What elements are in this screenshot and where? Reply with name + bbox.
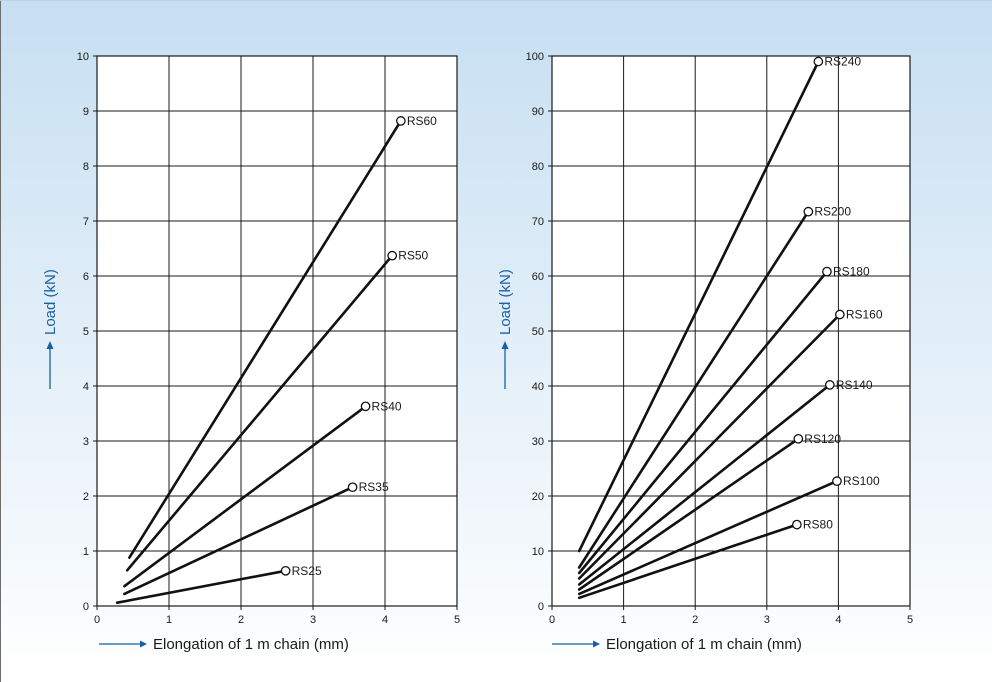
y-tick-label: 20 — [532, 491, 544, 503]
y-axis-title: Load (kN) — [497, 269, 514, 335]
series-label: RS200 — [814, 205, 851, 219]
y-tick-label: 8 — [83, 161, 89, 173]
series-end-marker — [822, 266, 832, 277]
y-tick-label: 1 — [83, 546, 89, 558]
x-tick-label: 4 — [382, 614, 388, 626]
x-tick-label: 4 — [835, 614, 841, 626]
series-line-rs160 — [577, 313, 842, 580]
x-tick-label: 2 — [238, 614, 244, 626]
series-label: RS25 — [292, 564, 322, 578]
x-tick-label: 3 — [310, 614, 316, 626]
series-label: RS100 — [843, 474, 880, 488]
y-tick-label: 10 — [532, 546, 544, 558]
x-axis-arrow-icon — [593, 640, 600, 648]
series-line-rs100 — [577, 479, 839, 596]
x-axis-title: Elongation of 1 m chain (mm) — [153, 636, 349, 653]
chart-2: 0 10 20 30 40 50 60 70 80 90 100 0 1 2 3 4 5 RS80 RS100 RS1… — [497, 51, 913, 653]
y-axis-arrow-icon — [46, 341, 54, 349]
series-end-marker — [792, 519, 802, 530]
y-tick-label: 7 — [83, 216, 89, 228]
y-tick-label: 10 — [77, 51, 89, 63]
y-tick-label: 2 — [83, 491, 89, 503]
series-label: RS160 — [846, 308, 883, 322]
y-tick-label: 5 — [83, 326, 89, 338]
x-tick-label: 5 — [907, 614, 913, 626]
series-label: RS120 — [804, 432, 841, 446]
series-line-rs80 — [577, 523, 799, 600]
x-tick-label: 0 — [94, 614, 100, 626]
page-frame-edge — [0, 1, 1, 682]
y-tick-label: 0 — [538, 601, 544, 613]
series-end-marker — [280, 565, 291, 576]
y-tick-label: 70 — [532, 216, 544, 228]
x-axis-title-group: Elongation of 1 m chain (mm) — [552, 636, 802, 653]
y-tick-label: 100 — [526, 51, 544, 63]
series-label: RS50 — [398, 249, 428, 263]
x-axis-title: Elongation of 1 m chain (mm) — [606, 636, 802, 653]
x-axis-arrow-icon — [140, 640, 147, 648]
series-line-rs25 — [115, 569, 287, 605]
x-tick-label: 0 — [549, 614, 555, 626]
plot-frame — [551, 55, 911, 607]
y-axis-title-group: Load (kN) — [497, 269, 514, 389]
y-axis-title-group: Load (kN) — [42, 269, 59, 389]
series-label: RS60 — [407, 114, 437, 128]
y-tick-label: 0 — [83, 601, 89, 613]
series-label: RS40 — [372, 399, 402, 413]
y-tick-label: 60 — [532, 271, 544, 283]
series-end-marker — [834, 309, 845, 320]
chart-1: 0 1 2 3 4 5 6 7 8 9 10 0 1 2 3 4 5 RS25 RS35 RS40 RS50 RS60 Lo… — [42, 51, 460, 653]
series-line-rs60 — [128, 119, 403, 559]
series-end-marker — [360, 401, 371, 412]
series-line-rs240 — [577, 60, 820, 553]
y-axis-arrow-icon — [501, 341, 509, 349]
series-end-marker — [813, 56, 824, 67]
series-label: RS35 — [359, 480, 389, 494]
series-line-rs200 — [577, 210, 810, 569]
y-tick-label: 3 — [83, 436, 89, 448]
series-line-rs180 — [577, 270, 829, 575]
series-line-rs40 — [123, 405, 367, 588]
x-tick-label: 2 — [692, 614, 698, 626]
y-tick-label: 40 — [532, 381, 544, 393]
series-label: RS80 — [803, 518, 833, 532]
x-tick-label: 1 — [621, 614, 627, 626]
y-tick-label: 50 — [532, 326, 544, 338]
plot-frame — [96, 55, 458, 607]
series-end-marker — [395, 116, 406, 126]
series-label: RS140 — [836, 378, 873, 392]
y-tick-label: 6 — [83, 271, 89, 283]
series-end-marker — [793, 433, 804, 444]
series-line-rs35 — [123, 485, 354, 596]
series-end-marker — [347, 482, 358, 493]
y-tick-label: 9 — [83, 106, 89, 118]
series-end-marker — [824, 380, 835, 390]
x-axis-title-group: Elongation of 1 m chain (mm) — [99, 636, 349, 653]
series-line-rs140 — [577, 383, 832, 586]
x-tick-label: 5 — [454, 614, 460, 626]
y-tick-label: 4 — [83, 381, 89, 393]
y-tick-label: 90 — [532, 106, 544, 118]
y-tick-label: 30 — [532, 436, 544, 448]
series-line-rs50 — [125, 254, 394, 572]
series-line-rs120 — [577, 437, 800, 591]
series-end-marker — [832, 476, 842, 486]
x-tick-label: 3 — [764, 614, 770, 626]
y-tick-label: 80 — [532, 161, 544, 173]
series-end-marker — [387, 250, 398, 261]
series-end-marker — [803, 206, 814, 217]
series-label: RS180 — [833, 265, 870, 279]
y-axis-title: Load (kN) — [42, 269, 59, 335]
x-tick-label: 1 — [166, 614, 172, 626]
series-label: RS240 — [824, 55, 861, 69]
